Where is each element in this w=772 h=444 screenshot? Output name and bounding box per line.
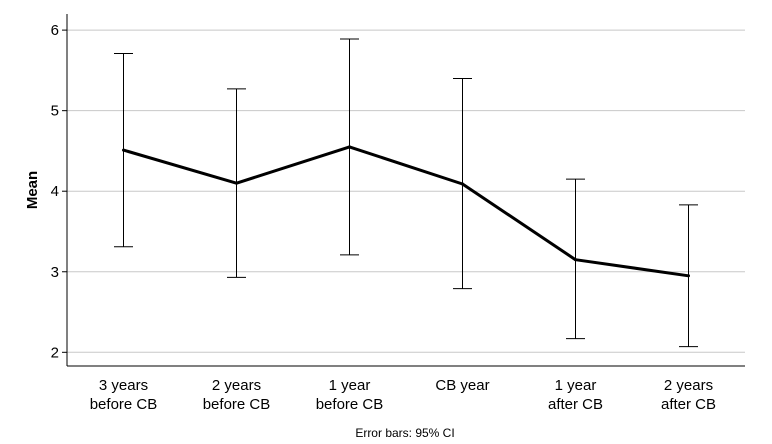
y-tick-labels: 2 3 4 5 6 [51, 22, 59, 361]
x-tick-label-line: 3 years [99, 377, 148, 394]
mean-point [235, 181, 238, 185]
x-tick-label: 1 year after CB [548, 377, 603, 413]
x-tick-label: 3 years before CB [90, 377, 158, 413]
y-tick-label: 5 [51, 103, 59, 120]
x-tick-label: CB year [435, 377, 489, 394]
x-tick-label-line: 2 years [212, 377, 261, 394]
x-tick-label-line: 2 years [664, 377, 713, 394]
y-axis-label: Mean [24, 171, 41, 209]
x-tick-label-line: CB year [435, 377, 489, 394]
x-tick-label: 1 year before CB [316, 377, 384, 413]
x-tick-label: 2 years after CB [661, 377, 716, 413]
axes [62, 14, 745, 367]
x-tick-label-line: before CB [203, 396, 271, 413]
y-tick-label: 4 [51, 183, 59, 200]
mean-point [687, 274, 690, 278]
mean-line [123, 145, 689, 278]
mean-point [122, 148, 125, 152]
x-tick-label: 2 years before CB [203, 377, 271, 413]
error-bars-footnote: Error bars: 95% CI [355, 426, 454, 440]
error-bars [114, 38, 698, 348]
mean-point [348, 145, 351, 149]
gridlines [67, 29, 745, 353]
x-tick-label-line: 1 year [555, 377, 597, 394]
y-tick-label: 2 [51, 344, 59, 361]
y-tick-label: 3 [51, 264, 59, 281]
x-tick-label-line: 1 year [329, 377, 371, 394]
x-tick-label-line: before CB [90, 396, 158, 413]
x-tick-label-line: after CB [548, 396, 603, 413]
mean-point [461, 182, 464, 186]
x-tick-labels: 3 years before CB 2 years before CB 1 year be… [90, 377, 716, 413]
x-tick-label-line: after CB [661, 396, 716, 413]
mean-point [574, 258, 577, 262]
y-tick-label: 6 [51, 22, 59, 39]
series-line-layer [122, 145, 690, 278]
x-tick-label-line: before CB [316, 396, 384, 413]
